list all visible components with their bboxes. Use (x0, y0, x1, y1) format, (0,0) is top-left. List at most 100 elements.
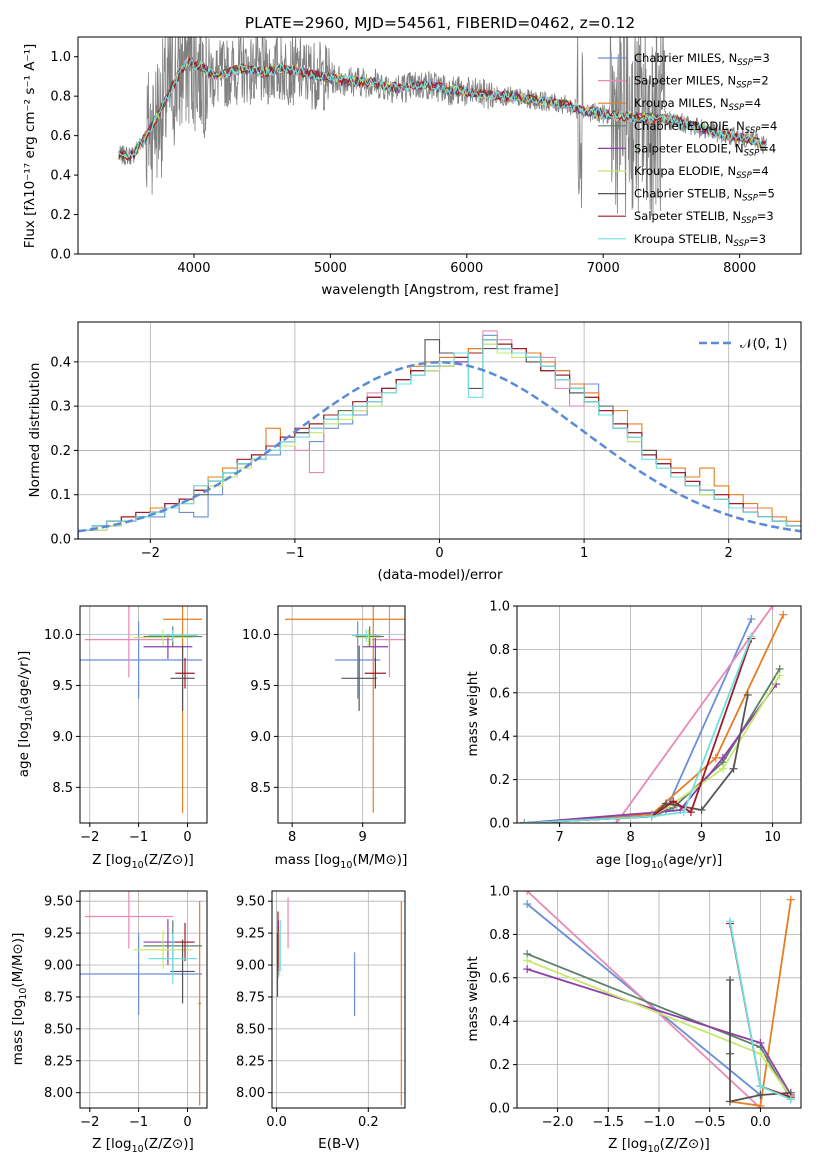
x-axis-label: Z [log10(Z/Z⊙)] (608, 1136, 710, 1155)
data-point-marker (779, 610, 788, 619)
data-point-marker (786, 895, 795, 904)
data-point-marker (726, 917, 734, 926)
y-tick-label: 0.8 (489, 643, 510, 658)
panel-massweight-vs-age: 7 8 9 10 0.0 0.2 0.4 0.6 0.8 1.0 age [log10(age/yr… (465, 600, 802, 871)
data-point-marker (697, 805, 706, 814)
data-point-marker (718, 764, 727, 773)
data-point-marker (756, 1082, 765, 1091)
x-axis-label: (data-model)/error (377, 567, 503, 583)
axes-border (277, 605, 406, 824)
plot-area (276, 897, 402, 1106)
y-axis-label: Flux [fλ10⁻¹⁷ erg cm⁻² s⁻¹ A⁻¹] (22, 44, 38, 249)
panel-mass-vs-EBV: 0.0 0.2 8.00 8.25 8.50 8.75 9.00 9.25 9.50 E(B-V) (236, 890, 406, 1152)
data-point-marker (726, 1097, 734, 1106)
data-point-marker (756, 1038, 765, 1047)
plot-area (285, 606, 405, 813)
y-tick-label: 8.75 (236, 990, 265, 1005)
data-point-marker (523, 965, 532, 974)
figure-title: PLATE=2960, MJD=54561, FIBERID=0462, z=0… (245, 14, 635, 32)
data-point-marker (520, 819, 529, 823)
x-tick-label: −1 (129, 1115, 148, 1130)
x-tick-label: 0 (183, 1115, 191, 1130)
y-tick-label: 8.50 (44, 1022, 73, 1037)
data-point-marker (612, 819, 621, 823)
data-point-marker (679, 808, 688, 817)
y-tick-label: 9.25 (236, 927, 265, 942)
y-tick-label: 0.6 (50, 129, 71, 144)
y-tick-label: 0.1 (50, 488, 71, 503)
y-tick-label: 0.6 (489, 686, 510, 701)
data-point-marker (729, 764, 738, 773)
axes-border (516, 605, 802, 824)
plot-area (523, 891, 795, 1108)
mass-weight-line (524, 636, 753, 823)
plot-area (118, 37, 768, 216)
histogram-step (78, 339, 801, 539)
y-tick-label: 9.0 (52, 730, 73, 745)
x-axis-label: E(B-V) (318, 1136, 360, 1152)
y-tick-label: 0.2 (489, 773, 510, 788)
mass-weight-line (665, 618, 753, 811)
y-tick-label: 9.5 (52, 679, 73, 694)
x-tick-label: 4000 (177, 261, 210, 276)
legend-label: Salpeter STELIB, NSSP=3 (634, 209, 774, 226)
y-tick-label: 1.0 (489, 885, 510, 900)
data-point-marker (726, 975, 734, 984)
data-point-marker (743, 690, 752, 699)
axes-border (271, 890, 406, 1109)
legend-label: Salpeter ELODIE, NSSP=4 (634, 141, 776, 158)
y-axis-label: mass [log10(M/M⊙)] (10, 933, 29, 1066)
panel-spectrum: Chabrier MILES, NSSP=3 Salpeter MILES, NS… (22, 36, 802, 298)
x-tick-label: −2 (80, 830, 99, 845)
panels-layer: Chabrier MILES, NSSP=3 Salpeter MILES, NS… (10, 36, 802, 1155)
y-tick-label: 0.2 (489, 1058, 510, 1073)
legend-label: Chabrier STELIB, NSSP=5 (634, 187, 775, 204)
y-tick-label: 1.0 (50, 50, 71, 65)
axes-frame: Chabrier MILES, NSSP=3 Salpeter MILES, NS… (22, 36, 802, 298)
data-point-marker (523, 891, 532, 895)
x-tick-label: −0.5 (694, 1115, 726, 1130)
data-point-marker (756, 1090, 765, 1099)
y-tick-label: 0.4 (489, 730, 510, 745)
y-tick-label: 0.0 (50, 533, 71, 548)
y-tick-label: 10.0 (44, 628, 73, 643)
y-tick-label: 0.0 (50, 248, 71, 263)
legend-label: Chabrier MILES, NSSP=3 (634, 51, 770, 68)
axes-frame: 𝒩(0, 1) −2 −1 0 1 2 0.0 0.1 0.2 0.3 0.4 (data-model… (27, 321, 802, 583)
spectrum-legend: Chabrier MILES, NSSP=3 Salpeter MILES, NS… (598, 51, 777, 249)
x-tick-label: −1.5 (592, 1115, 624, 1130)
x-tick-label: −1.0 (643, 1115, 675, 1130)
x-tick-label: 0 (183, 830, 191, 845)
axes-frame: 0.0 0.2 8.00 8.25 8.50 8.75 9.00 9.25 9.50 E(B-V) (236, 890, 406, 1152)
data-point-marker (747, 615, 756, 624)
x-tick-label: 8000 (723, 261, 756, 276)
x-tick-label: 5000 (314, 261, 347, 276)
x-tick-label: 0.0 (750, 1115, 771, 1130)
x-tick-label: 8 (626, 830, 634, 845)
axes-frame: 7 8 9 10 0.0 0.2 0.4 0.6 0.8 1.0 age [log10(age/yr… (465, 600, 802, 871)
data-point-marker (786, 1095, 795, 1104)
axes-frame: −2.0 −1.5 −1.0 −0.5 0.0 0.0 0.2 0.4 0.6 0.8 1.0 Z [… (465, 885, 802, 1155)
y-tick-label: 0.8 (489, 928, 510, 943)
plot-area (520, 606, 788, 823)
y-axis-label: mass weight (465, 956, 481, 1041)
x-axis-label: Z [log10(Z/Z⊙)] (92, 852, 194, 871)
data-point-marker (711, 753, 720, 762)
y-tick-label: 9.50 (236, 895, 265, 910)
y-tick-label: 1.0 (489, 600, 510, 615)
plot-area (78, 330, 801, 539)
data-point-marker (726, 1049, 734, 1058)
panel-massweight-vs-Z: −2.0 −1.5 −1.0 −0.5 0.0 0.0 0.2 0.4 0.6 0.8 1.0 Z [… (465, 885, 802, 1155)
panel-age-vs-Z: −2 −1 0 8.5 9.0 9.5 10.0 Z [log10(Z/Z⊙)] age [lo… (16, 605, 208, 871)
legend-label: Chabrier ELODIE, NSSP=4 (634, 119, 777, 136)
axes-frame: −2 −1 0 8.00 8.25 8.50 8.75 9.00 9.25 9.50 Z [log1… (10, 890, 208, 1155)
data-point-marker (775, 671, 784, 680)
y-tick-label: 0.8 (50, 90, 71, 105)
legend-label: 𝒩(0, 1) (740, 337, 787, 352)
x-axis-label: age [log10(age/yr)] (596, 852, 722, 871)
y-tick-label: 8.5 (52, 781, 73, 796)
x-tick-label: 1 (580, 546, 588, 561)
x-tick-label: 8 (288, 830, 296, 845)
y-tick-label: 0.2 (50, 208, 71, 223)
